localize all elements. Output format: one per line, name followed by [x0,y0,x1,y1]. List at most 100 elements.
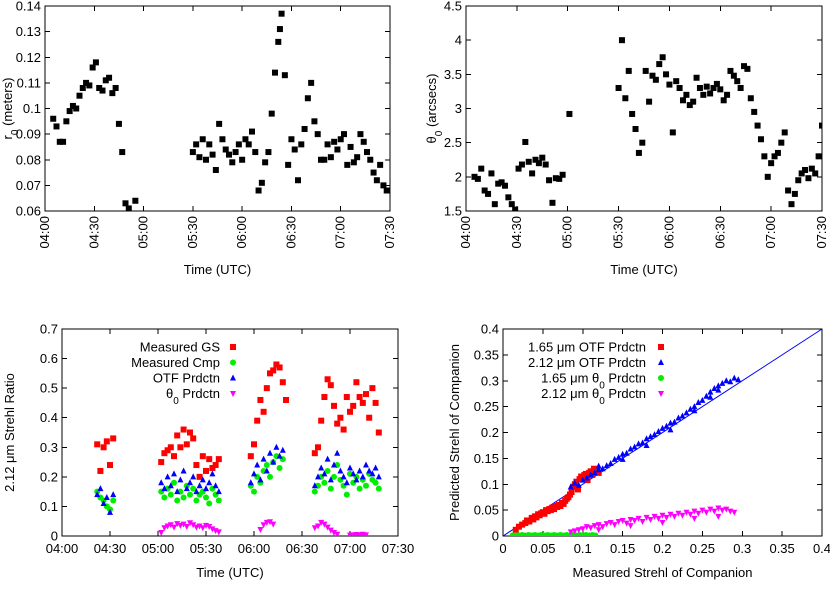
data-point [559,171,566,178]
data-point [318,519,325,526]
data-point [199,453,206,460]
y-axis-label: θ0 (arcsecs) [424,74,445,144]
data-point [331,473,337,480]
data-point [505,194,512,201]
data-point [366,467,373,474]
data-point [707,506,714,513]
data-point [533,514,540,521]
data-point [350,159,357,166]
y-tick-label: 3.5 [444,67,462,82]
data-point [239,156,246,163]
data-point [344,161,351,168]
data-point [257,476,264,483]
data-point [340,473,347,480]
panel-theta0: 04:00 04:30 05:00 05:30 06:00 06:30 07:00 07:30… [424,0,829,277]
data-point [167,482,174,489]
data-point [110,435,117,442]
data-point [478,165,485,172]
data-point [341,131,347,138]
data-point [334,146,341,153]
x-tick-label: 04:30 [86,216,101,249]
data-point [196,473,203,480]
data-point [592,467,599,474]
data-point [275,38,282,45]
data-point [174,488,181,495]
data-point [639,139,646,146]
data-point [247,453,254,460]
data-point [639,519,646,526]
data-point [549,199,556,206]
data-point [199,476,206,483]
data-point [611,522,618,529]
data-point [369,385,376,392]
data-point [203,485,209,492]
x-tick-label: 06:00 [234,216,249,249]
legend-label: Measured Cmp [131,355,220,370]
data-point [356,467,363,474]
data-point [703,83,710,90]
data-point [695,398,702,405]
x-tick-label: 07:30 [382,541,415,556]
legend-label: θ0 Prdctn [166,386,220,407]
data-point [180,494,187,501]
data-point [311,488,318,495]
y-tick-label: 0.14 [16,0,41,14]
legend-label: 1.65 μm OTF Prdctn [528,340,646,355]
data-point [311,482,318,489]
data-point [276,452,283,459]
data-point [295,177,301,184]
data-point [751,108,758,115]
data-point [592,532,599,536]
data-point [258,179,265,186]
data-point [187,520,193,527]
data-point [125,205,132,211]
y-tick-label: 0.4 [40,410,58,425]
data-point [724,91,731,98]
data-point [805,175,812,182]
y-tick-label: 0.07 [16,178,41,193]
data-point [99,87,106,94]
data-point [719,507,726,514]
data-point [542,161,549,168]
data-point [679,512,686,519]
data-point [56,138,63,145]
x-tick-label: 07:00 [763,216,778,249]
data-point [573,478,580,485]
data-point [321,394,328,401]
data-point [360,138,367,145]
data-point [334,531,341,536]
data-point [551,506,558,513]
data-point [364,149,370,156]
data-point [190,473,197,480]
data-point [546,177,553,184]
data-point [571,528,578,535]
data-point [251,470,257,477]
x-tick-label: 06:30 [286,541,319,556]
data-point [761,153,768,160]
data-point [350,402,357,409]
data-point [193,462,200,469]
data-point [595,522,602,529]
legend-marker [230,344,236,350]
data-point [530,516,537,523]
y-tick-label: 0.3 [481,373,499,388]
data-point [764,173,771,180]
data-point [331,138,338,145]
data-point [215,497,222,504]
series-2 [94,443,382,515]
data-point [615,85,622,91]
data-point [193,497,200,504]
data-point [268,110,275,117]
data-point [730,72,737,79]
data-point [96,85,103,91]
x-axis-label: Time (UTC) [610,262,677,277]
data-point [639,439,646,446]
data-point [196,154,203,161]
data-layer [471,37,822,211]
data-point [679,412,686,419]
data-point [343,491,350,498]
x-tick-label: 06:30 [283,216,298,249]
data-point [623,520,630,527]
data-point [216,120,223,127]
data-point [267,370,273,377]
